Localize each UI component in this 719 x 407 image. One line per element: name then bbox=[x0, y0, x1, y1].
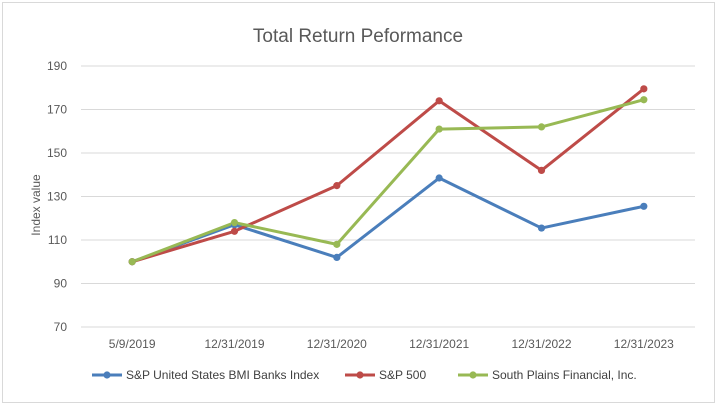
y-tick-label: 130 bbox=[47, 190, 67, 204]
x-tick-label: 5/9/2019 bbox=[109, 337, 156, 351]
chart-frame bbox=[2, 2, 715, 403]
data-point bbox=[640, 202, 648, 210]
data-point bbox=[435, 125, 443, 133]
legend-label: S&P United States BMI Banks Index bbox=[126, 368, 319, 382]
series-line bbox=[131, 176, 645, 264]
series-line bbox=[131, 98, 645, 264]
legend: S&P United States BMI Banks Index S&P 500… bbox=[92, 368, 637, 382]
y-tick-label: 170 bbox=[47, 103, 67, 117]
data-point bbox=[333, 253, 341, 261]
series-lines bbox=[128, 85, 648, 266]
y-tick-label: 190 bbox=[47, 59, 67, 73]
data-point bbox=[640, 96, 648, 104]
y-tick-label: 90 bbox=[54, 277, 68, 291]
data-point bbox=[537, 123, 546, 131]
chart-title: Total Return Peformance bbox=[253, 26, 463, 47]
y-tick-label: 110 bbox=[48, 233, 67, 247]
data-point bbox=[435, 174, 443, 182]
data-point bbox=[128, 258, 136, 266]
x-tick-label: 12/31/2022 bbox=[511, 337, 571, 351]
data-point bbox=[230, 227, 239, 235]
y-axis-ticks: 70 90 110 130 150 170 190 bbox=[47, 59, 67, 334]
y-axis-label: Index value bbox=[29, 174, 43, 236]
data-point bbox=[333, 240, 341, 248]
legend-marker bbox=[103, 371, 111, 379]
x-tick-label: 12/31/2023 bbox=[614, 337, 674, 351]
gridlines bbox=[81, 65, 695, 328]
data-point bbox=[230, 219, 239, 227]
y-tick-label: 150 bbox=[47, 146, 67, 160]
data-point bbox=[333, 182, 341, 190]
data-point bbox=[435, 97, 443, 105]
x-tick-label: 12/31/2019 bbox=[204, 337, 264, 351]
legend-marker bbox=[469, 371, 477, 379]
legend-label: South Plains Financial, Inc. bbox=[492, 368, 637, 382]
data-point bbox=[537, 166, 546, 174]
legend-marker bbox=[356, 371, 364, 379]
y-tick-label: 70 bbox=[54, 320, 68, 334]
data-point bbox=[537, 224, 546, 232]
legend-label: S&P 500 bbox=[379, 368, 426, 382]
series-line bbox=[131, 87, 645, 264]
x-axis-ticks: 5/9/2019 12/31/2019 12/31/2020 12/31/2021 12… bbox=[109, 337, 674, 351]
x-tick-label: 12/31/2021 bbox=[409, 337, 469, 351]
x-tick-label: 12/31/2020 bbox=[307, 337, 367, 351]
data-point bbox=[640, 85, 648, 93]
